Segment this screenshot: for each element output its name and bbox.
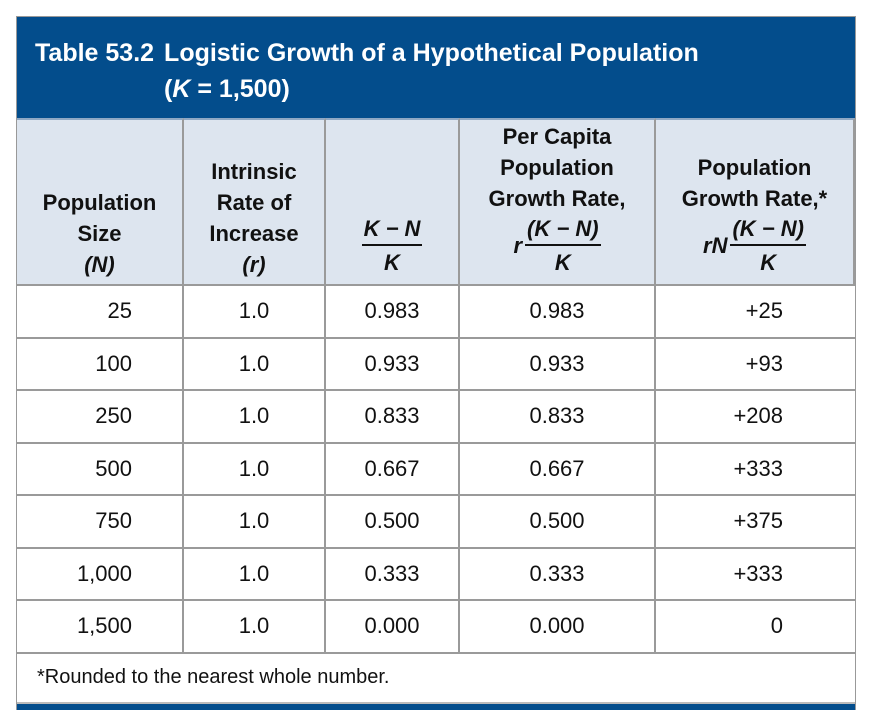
table-cell: 250 <box>17 391 184 444</box>
table-cell: 0.933 <box>326 338 460 391</box>
table-cell: 1.0 <box>184 443 326 496</box>
subtitle-rest: = 1,500) <box>190 75 290 103</box>
column-header: Intrinsic Rate of Increase (r) <box>184 118 326 286</box>
table-cell: 0.500 <box>460 496 656 549</box>
table-cell: 0.833 <box>460 391 656 444</box>
subtitle-open: ( <box>164 75 173 103</box>
column-header: Per Capita Population Growth Rate, r (K − N)… <box>460 118 656 286</box>
header-line: Population <box>697 155 812 180</box>
header-line: Per Capita <box>502 124 612 149</box>
table-cell: +25 <box>656 286 855 339</box>
table-cell: 0.667 <box>326 443 460 496</box>
table-body: Population Size (N) Intrinsic Rate of Increas… <box>17 118 855 654</box>
column-header: Population Growth Rate,* rN (K − N) K <box>656 118 855 286</box>
table-cell: 1.0 <box>184 391 326 444</box>
table-cell: 0.983 <box>326 286 460 339</box>
table-cell: 0.500 <box>326 496 460 549</box>
fraction-denominator: K <box>554 250 571 275</box>
table-cell: 1,000 <box>17 548 184 601</box>
table-number: Table 53.2 <box>35 39 155 67</box>
column-header: K − N K <box>326 118 460 286</box>
footnote: *Rounded to the nearest whole number. <box>17 654 855 704</box>
table-cell: +93 <box>656 339 855 391</box>
table-cell: 500 <box>17 443 184 496</box>
header-symbol: (r) <box>242 252 266 277</box>
fraction: K − N K <box>361 214 423 280</box>
table-cell: 0.000 <box>326 601 460 654</box>
table-cell: +333 <box>656 444 855 496</box>
column-header: Population Size (N) <box>17 118 184 286</box>
table-cell: +208 <box>656 391 855 444</box>
fraction: (K − N) K <box>730 214 806 280</box>
header-line: Population <box>42 190 157 215</box>
table-subtitle: (K = 1,500) <box>164 71 699 107</box>
header-line: Rate of <box>216 190 292 215</box>
fraction-numerator: (K − N) <box>730 214 806 246</box>
table-cell: 1.0 <box>184 548 326 601</box>
table-cell: 0.333 <box>460 548 656 601</box>
table-cell: +375 <box>656 496 855 549</box>
table-cell: 100 <box>17 338 184 391</box>
header-line: Growth Rate,* <box>681 186 828 211</box>
table-cell: 0.983 <box>460 286 656 339</box>
table-cell: 1,500 <box>17 601 184 654</box>
header-line: Increase <box>209 221 299 246</box>
fraction-denominator: K <box>384 250 400 275</box>
table-cell: 25 <box>17 286 184 339</box>
formula-prefix: rN <box>703 232 728 258</box>
formula: K − N K <box>361 214 423 280</box>
formula: r (K − N) K <box>513 214 601 280</box>
table-cell: 0.667 <box>460 443 656 496</box>
logistic-growth-table: Table 53.2 Logistic Growth of a Hypothet… <box>16 16 856 710</box>
table-cell: 1.0 <box>184 338 326 391</box>
header-line: Intrinsic <box>211 159 297 184</box>
table-title-text: Logistic Growth of a Hypothetical Popula… <box>164 39 699 67</box>
header-line: Population <box>500 155 614 180</box>
table-cell: 0 <box>656 601 855 654</box>
table-cell: 0.833 <box>326 391 460 444</box>
header-symbol: (N) <box>84 252 115 277</box>
formula-prefix: r <box>513 232 523 258</box>
header-line: Size <box>77 221 122 246</box>
header-line: Growth Rate, <box>488 186 626 211</box>
table-cell: 1.0 <box>184 601 326 654</box>
fraction-numerator: (K − N) <box>525 214 601 246</box>
table-cell: +333 <box>656 549 855 601</box>
fraction-numerator: K − N <box>361 214 423 246</box>
subtitle-k: K <box>172 75 191 103</box>
table-cell: 0.000 <box>460 601 656 654</box>
table-cell: 750 <box>17 496 184 549</box>
table-cell: 0.333 <box>326 548 460 601</box>
fraction: (K − N) K <box>525 214 601 280</box>
table-title: Table 53.2 Logistic Growth of a Hypothet… <box>17 17 855 118</box>
table-cell: 0.933 <box>460 338 656 391</box>
bottom-rule <box>17 703 855 710</box>
table-cell: 1.0 <box>184 496 326 549</box>
formula: rN (K − N) K <box>703 214 806 280</box>
table-cell: 1.0 <box>184 286 326 339</box>
fraction-denominator: K <box>760 250 777 275</box>
